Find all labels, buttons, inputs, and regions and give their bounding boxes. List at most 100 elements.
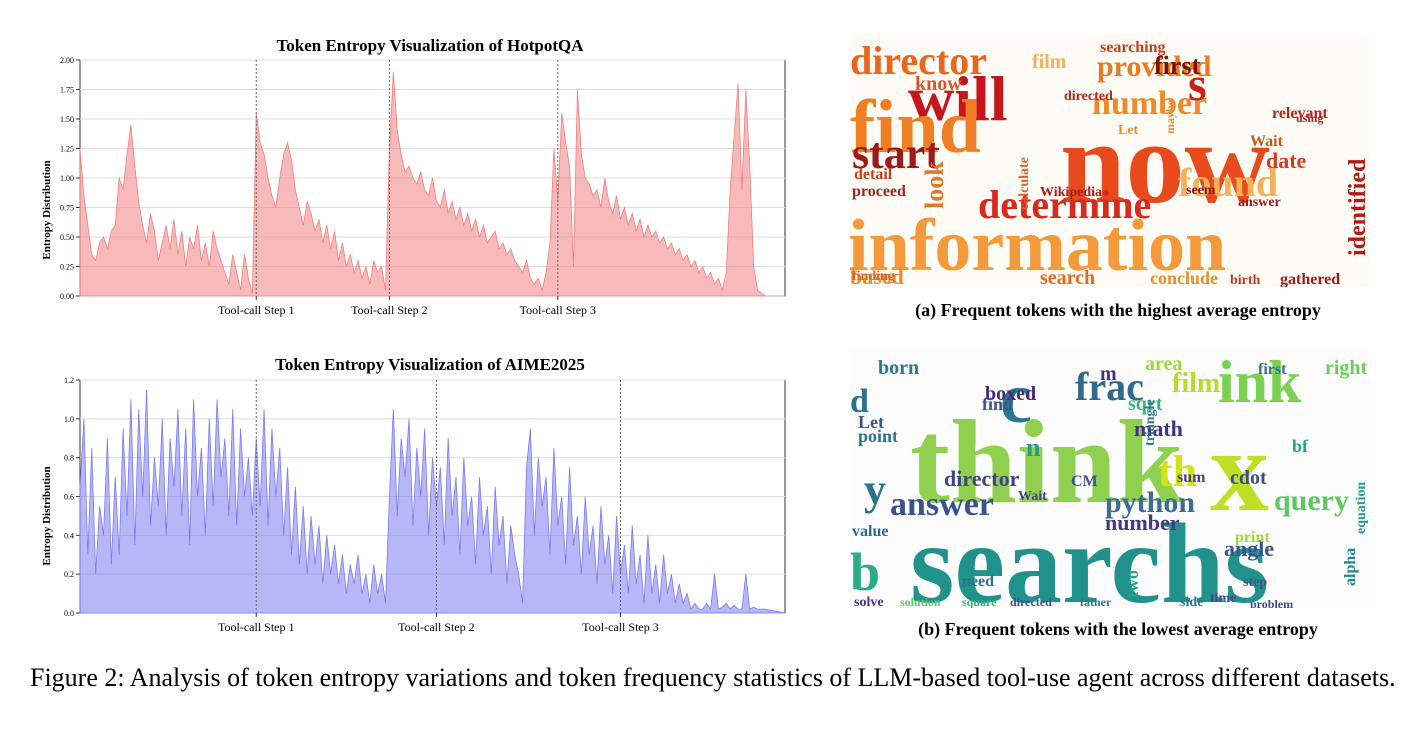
- wordcloud-high-entropy: now will find information determine start dire…: [850, 34, 1369, 287]
- y-tick-label: 1.0: [64, 415, 74, 424]
- wordcloud-word: side: [1180, 595, 1203, 608]
- hotpotqa-chart-svg: Token Entropy Visualization of HotpotQA …: [41, 36, 786, 317]
- y-tick-label: 2.00: [60, 56, 74, 65]
- wordcloud-word: Wikipedia: [1040, 185, 1102, 200]
- wordcloud-word: math: [1134, 416, 1183, 441]
- wordcloud-word: determine: [978, 182, 1151, 227]
- y-tick-label: 0.75: [60, 204, 74, 213]
- wordcloud-low-entropy: think searchs x ink answer python th frac query c…: [850, 350, 1369, 608]
- wordcloud-word: answer: [890, 486, 994, 523]
- wordcloud-word: alpha: [1342, 548, 1359, 586]
- wordcloud-word: first: [1154, 51, 1201, 80]
- y-tick-label: 0.25: [60, 263, 74, 272]
- tool-call-step-label: Tool-call Step 1: [218, 303, 294, 317]
- wordcloud-word: m: [1100, 363, 1117, 385]
- plot-area: 0.00 0.25 0.50 0.75 1.00 1.25 1.50 1.75 2.00 Tool…: [60, 56, 786, 317]
- wordcloud-word: value: [852, 523, 888, 540]
- wordcloud-word: query: [1274, 484, 1349, 517]
- aime2025-chart-svg: Token Entropy Visualization of AIME2025 …: [41, 355, 786, 634]
- wordcloud-word: birth: [1230, 273, 1261, 287]
- wordcloud-word: y: [864, 465, 886, 514]
- wordcloud-word: s: [1188, 58, 1207, 111]
- wordcloud-word: Wait: [1018, 489, 1047, 504]
- wordcloud-word: triangle: [1143, 399, 1158, 446]
- wordcloud-word: based: [850, 264, 904, 287]
- y-tick-label: 1.50: [60, 115, 74, 124]
- wordcloud-word: search: [1040, 267, 1095, 287]
- wordcloud-word: angle: [1224, 536, 1274, 561]
- wordcloud-word: number: [1092, 85, 1207, 122]
- wordcloud-word: step: [1243, 575, 1267, 590]
- wordcloud-word: n: [1026, 433, 1041, 462]
- wordcloud-word: first: [1258, 361, 1287, 378]
- wordcloud-word: using: [1296, 111, 1323, 125]
- wordcloud-word: look: [920, 161, 949, 209]
- tool-call-step-label: Tool-call Step 3: [582, 620, 658, 634]
- y-tick-label: 0.8: [64, 454, 74, 463]
- wordcloud-word: frac: [1075, 364, 1144, 409]
- wordcloud-word: film: [1032, 51, 1067, 73]
- wordcloud-word: Let: [858, 412, 884, 432]
- wordcloud-word: Wait: [1250, 133, 1284, 150]
- wordcloud-word: point: [858, 426, 898, 446]
- wordcloud-word: b: [850, 542, 880, 602]
- wordcloud-word: film: [1172, 368, 1220, 399]
- wordcloud-word: print: [1235, 529, 1270, 546]
- wordcloud-word: information: [850, 205, 1226, 287]
- wordcloud-word: identified: [1345, 158, 1369, 256]
- wordcloud-word: two: [1122, 570, 1142, 598]
- wordcloud-word: think: [910, 395, 1184, 528]
- wordcloud-word: python: [1105, 486, 1195, 519]
- subcaption-a: (a) Frequent tokens with the highest ave…: [915, 300, 1321, 320]
- wordcloud-word: born: [878, 357, 919, 379]
- plot-area: 0.0 0.2 0.4 0.6 0.8 1.0 1.2 Tool-call Step 1 Too…: [64, 376, 786, 634]
- wordcloud-word: c: [1000, 358, 1032, 438]
- wordcloud-word: cdot: [1230, 467, 1267, 489]
- wordcloud-word: sqrt: [1128, 393, 1163, 415]
- wordcloud-word: director: [944, 466, 1020, 491]
- wordcloud-word: area: [1145, 353, 1182, 375]
- wordcloud-word: director: [850, 38, 987, 83]
- wordcloud-word: finding: [852, 269, 895, 284]
- wordcloud-word: seem: [1186, 183, 1216, 198]
- wordcloud-word: searching: [1100, 39, 1165, 56]
- y-tick-label: 1.25: [60, 145, 74, 154]
- wordcloud-word: boxed: [985, 383, 1036, 405]
- wordcloud-word: relevant: [1272, 105, 1328, 122]
- y-tick-label: 0.0: [64, 609, 74, 618]
- figure-caption: Figure 2: Analysis of token entropy vari…: [30, 663, 1396, 692]
- wordcloud-word: date: [1266, 148, 1307, 173]
- wordcloud-word: need: [962, 573, 994, 590]
- wordcloud-word: time: [1210, 591, 1236, 606]
- wordcloud-word: number: [1105, 510, 1180, 535]
- wordcloud-word: provided: [1097, 50, 1212, 83]
- wordcloud-word: searchs: [910, 500, 1269, 608]
- wordcloud-word: start: [852, 129, 940, 178]
- wordcloud-word: directed: [1010, 595, 1052, 608]
- y-tick-label: 0.2: [64, 570, 74, 579]
- wordcloud-word: found: [1178, 160, 1278, 205]
- wordcloud-word: problem: [1250, 597, 1293, 608]
- wordcloud-word: right: [1325, 357, 1368, 379]
- wordcloud-word: ink: [1218, 350, 1302, 415]
- wordcloud-word: proceed: [852, 183, 906, 200]
- wordcloud-word: bf: [1292, 436, 1309, 456]
- wordcloud-word: directed: [1064, 89, 1113, 104]
- wordcloud-word: maybe: [1163, 99, 1177, 134]
- wordcloud-word: conclude: [1150, 268, 1218, 287]
- wordcloud-word: equation: [1354, 482, 1369, 534]
- y-tick-label: 1.75: [60, 86, 74, 95]
- wordcloud-word: know: [915, 73, 962, 95]
- wordcloud-word: gathered: [1280, 271, 1340, 287]
- tool-call-step-label: Tool-call Step 2: [398, 620, 474, 634]
- hotpotqa-entropy-chart: Token Entropy Visualization of HotpotQA …: [38, 32, 790, 332]
- y-tick-label: 1.2: [64, 376, 74, 385]
- wordcloud-word: find: [982, 394, 1013, 414]
- tool-call-step-label: Tool-call Step 3: [520, 303, 596, 317]
- wordcloud-word: sum: [1177, 469, 1206, 486]
- wordcloud-word: solve: [854, 595, 884, 608]
- wordcloud-word: square: [962, 595, 997, 608]
- wordcloud-word: d: [850, 383, 869, 420]
